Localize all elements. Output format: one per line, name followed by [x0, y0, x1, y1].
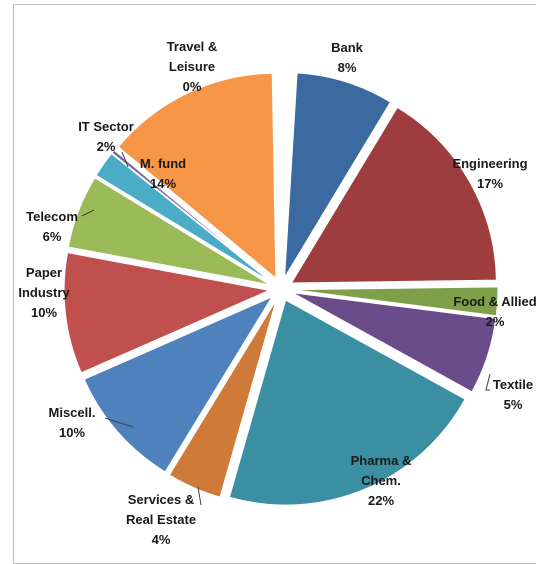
data-label-line: Pharma &	[351, 453, 412, 468]
pie-slice-bank	[284, 72, 392, 278]
data-label-line: 2%	[97, 139, 116, 154]
data-label-line: Textile	[493, 377, 533, 392]
data-label-line: 10%	[59, 425, 85, 440]
data-label-line: 4%	[152, 532, 171, 547]
pie-slice-telecom	[67, 177, 271, 286]
data-label: Textile 5%	[493, 377, 533, 412]
data-label-line: 17%	[477, 176, 503, 191]
data-label-line: 8%	[338, 60, 357, 75]
pie-chart: Bank 8% Engineering 17% Food & Allied 2% Texti…	[18, 39, 536, 547]
data-label: Pharma & Chem. 22%	[351, 453, 412, 508]
pie-slice-travel-leisure	[111, 149, 273, 282]
pie-slice-services-real-estate	[168, 299, 277, 498]
data-label: Telecom 6%	[26, 209, 78, 244]
data-label-line: Miscell.	[49, 405, 96, 420]
data-label-line: 0%	[183, 79, 202, 94]
data-label-line: 5%	[504, 397, 523, 412]
data-label: Engineering 17%	[452, 156, 527, 191]
data-label-line: Services &	[128, 492, 195, 507]
leader-line	[81, 209, 95, 217]
data-label-line: Telecom	[26, 209, 78, 224]
data-label-line: 14%	[150, 176, 176, 191]
leader-lines-layer	[81, 151, 491, 506]
data-label-line: Bank	[331, 40, 364, 55]
pie-slice-it-sector	[95, 152, 272, 283]
slices-layer	[63, 72, 499, 506]
data-label-line: 22%	[368, 493, 394, 508]
data-label-line: Paper	[26, 265, 62, 280]
pie-slice-textile	[292, 292, 497, 393]
labels-layer: Bank 8% Engineering 17% Food & Allied 2% Texti…	[18, 39, 536, 547]
data-label: Miscell. 10%	[49, 405, 96, 440]
pie-slice-food-allied	[292, 286, 499, 317]
pie-slice-engineering	[290, 106, 497, 284]
leader-line	[485, 373, 491, 391]
data-label-line: Industry	[18, 285, 70, 300]
data-label: Food & Allied 2%	[453, 294, 536, 329]
data-label-line: Chem.	[361, 473, 401, 488]
pie-slice-pharma-chem	[228, 299, 466, 506]
pie-slice-paper-industry	[63, 252, 271, 374]
data-label-line: 10%	[31, 305, 57, 320]
leader-line	[197, 486, 202, 506]
data-label-line: Engineering	[452, 156, 527, 171]
data-label-line: 6%	[43, 229, 62, 244]
data-label-line: M. fund	[140, 156, 186, 171]
data-label-line: Travel &	[167, 39, 218, 54]
data-label: IT Sector 2%	[78, 119, 134, 154]
data-label: M. fund 14%	[140, 156, 186, 191]
pie-slice-m-fund	[117, 72, 277, 280]
data-label-line: Real Estate	[126, 512, 196, 527]
data-label-line: Leisure	[169, 59, 215, 74]
leader-line	[121, 151, 129, 168]
data-label: Bank 8%	[331, 40, 364, 75]
leader-line	[104, 417, 134, 428]
pie-slice-miscell	[83, 295, 274, 473]
data-label: Paper Industry 10%	[18, 265, 70, 320]
data-label-line: Food & Allied	[453, 294, 536, 309]
data-label-line: 2%	[486, 314, 505, 329]
data-label: Travel & Leisure 0%	[167, 39, 218, 94]
data-label: Services & Real Estate 4%	[126, 492, 196, 547]
data-label-line: IT Sector	[78, 119, 134, 134]
